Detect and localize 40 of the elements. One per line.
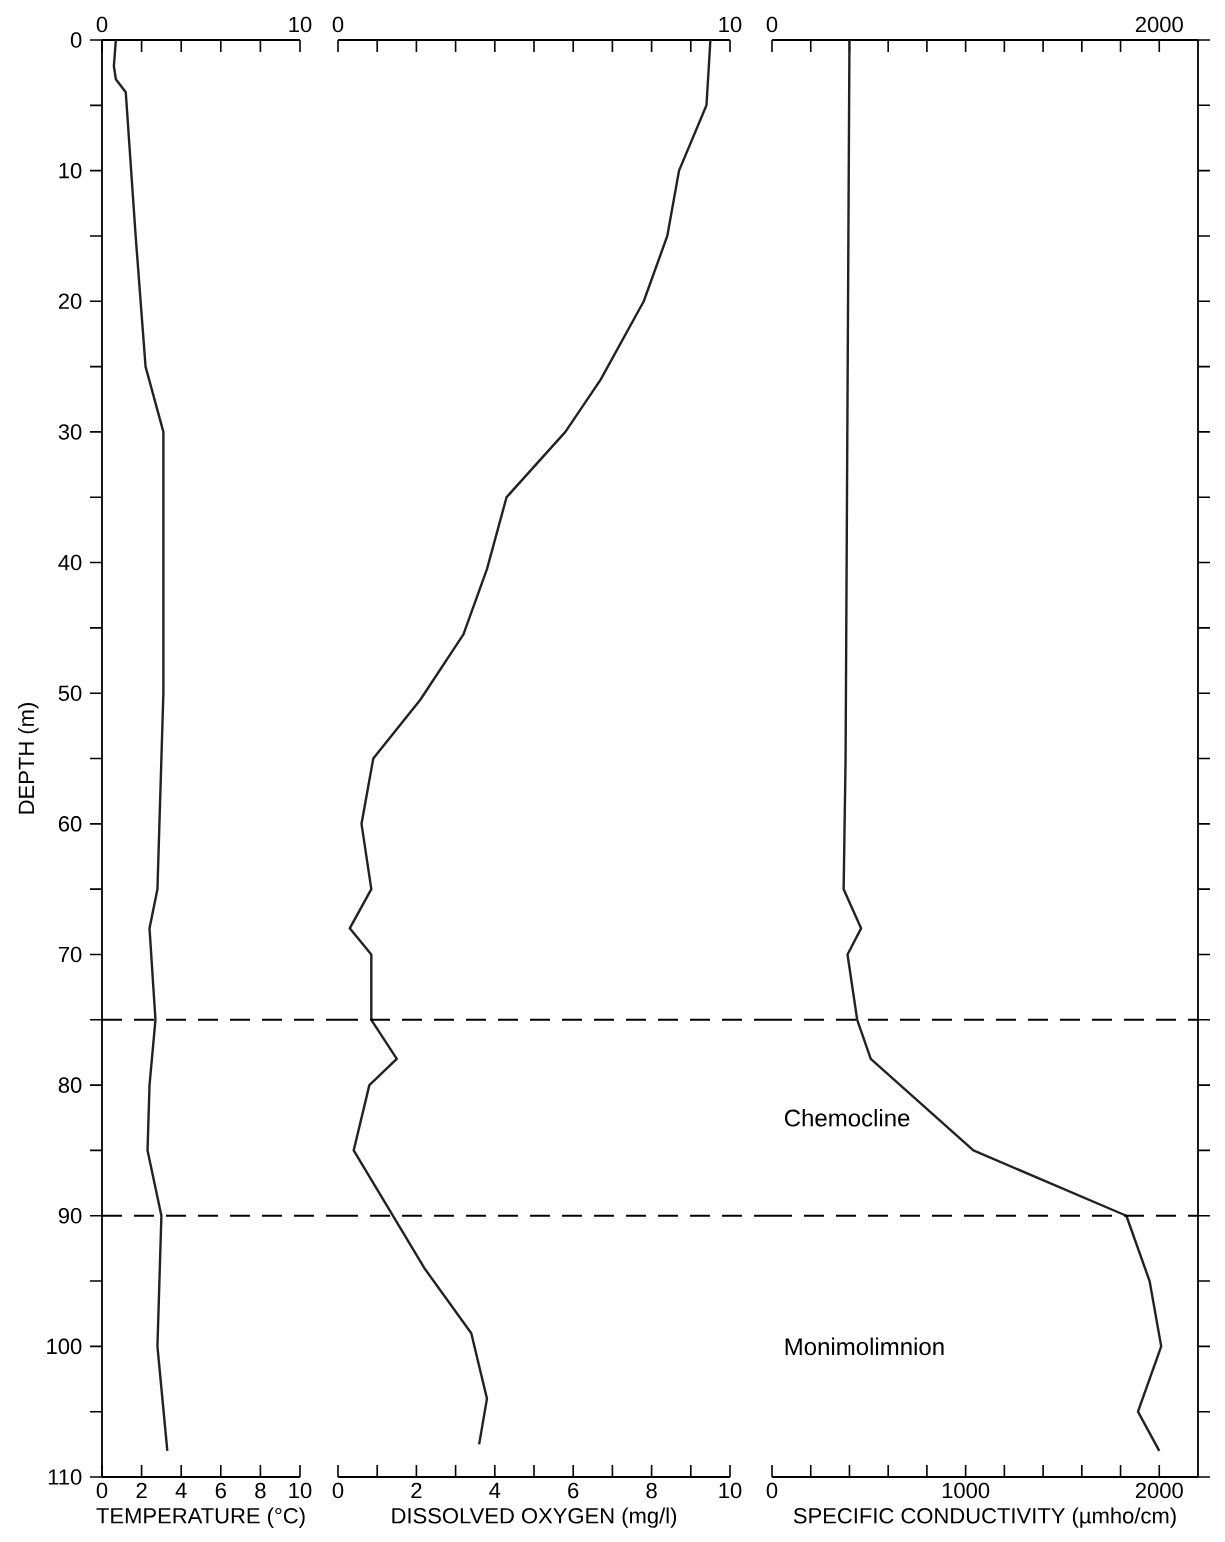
y-tick-label: 70 — [58, 946, 82, 963]
y-tick-label: 0 — [70, 32, 82, 48]
x2-tick-label: 10 — [289, 16, 312, 33]
x2-tick-label: 0 — [766, 16, 778, 33]
y-tick-label: 50 — [58, 685, 82, 701]
y-tick-label: 90 — [58, 1207, 82, 1224]
x-tick-label: 1000 — [942, 1482, 990, 1499]
x2-tick-label: 10 — [719, 16, 742, 33]
y-axis-title: DEPTH (m) — [17, 703, 39, 814]
x-tick-label: 10 — [719, 1482, 742, 1499]
x2-tick-label: 2000 — [1135, 16, 1183, 33]
y-tick-label: 30 — [58, 424, 82, 440]
y-tick-label: 100 — [47, 1338, 82, 1355]
x-tick-label: 8 — [646, 1482, 657, 1499]
annotation: Monimolimnion — [785, 1337, 944, 1356]
y-tick-label: 20 — [58, 293, 82, 310]
y-tick-label: 110 — [48, 1469, 82, 1485]
y-tick-label: 10 — [59, 162, 82, 179]
annotation: Chemocline — [784, 1108, 910, 1127]
x-tick-label: 0 — [96, 1482, 108, 1499]
x-tick-label: 4 — [489, 1482, 501, 1498]
x-tick-label: 6 — [215, 1482, 226, 1499]
x-tick-label: 4 — [175, 1482, 187, 1498]
x-axis-title: SPECIFIC CONDUCTIVITY (µmho/cm) — [793, 1507, 1176, 1528]
line-series — [112, 38, 169, 1453]
x-tick-label: 2000 — [1135, 1482, 1183, 1499]
x-tick-label: 0 — [332, 1482, 344, 1499]
x-axis-title: DISSOLVED OXYGEN (mg/l) — [392, 1507, 677, 1528]
x-tick-label: 2 — [411, 1482, 422, 1499]
x-tick-label: 8 — [255, 1482, 266, 1499]
y-tick-label: 40 — [58, 554, 82, 571]
x-tick-label: 0 — [766, 1482, 778, 1499]
x2-tick-label: 0 — [96, 16, 108, 33]
x-tick-label: 6 — [568, 1482, 579, 1499]
y-tick-label: 60 — [58, 816, 82, 832]
x-tick-label: 2 — [136, 1482, 147, 1499]
y-tick-label: 80 — [58, 1077, 82, 1093]
x2-tick-label: 0 — [332, 16, 344, 33]
x-axis-title: TEMPERATURE (°C) — [96, 1507, 305, 1528]
x-tick-label: 10 — [289, 1482, 312, 1499]
